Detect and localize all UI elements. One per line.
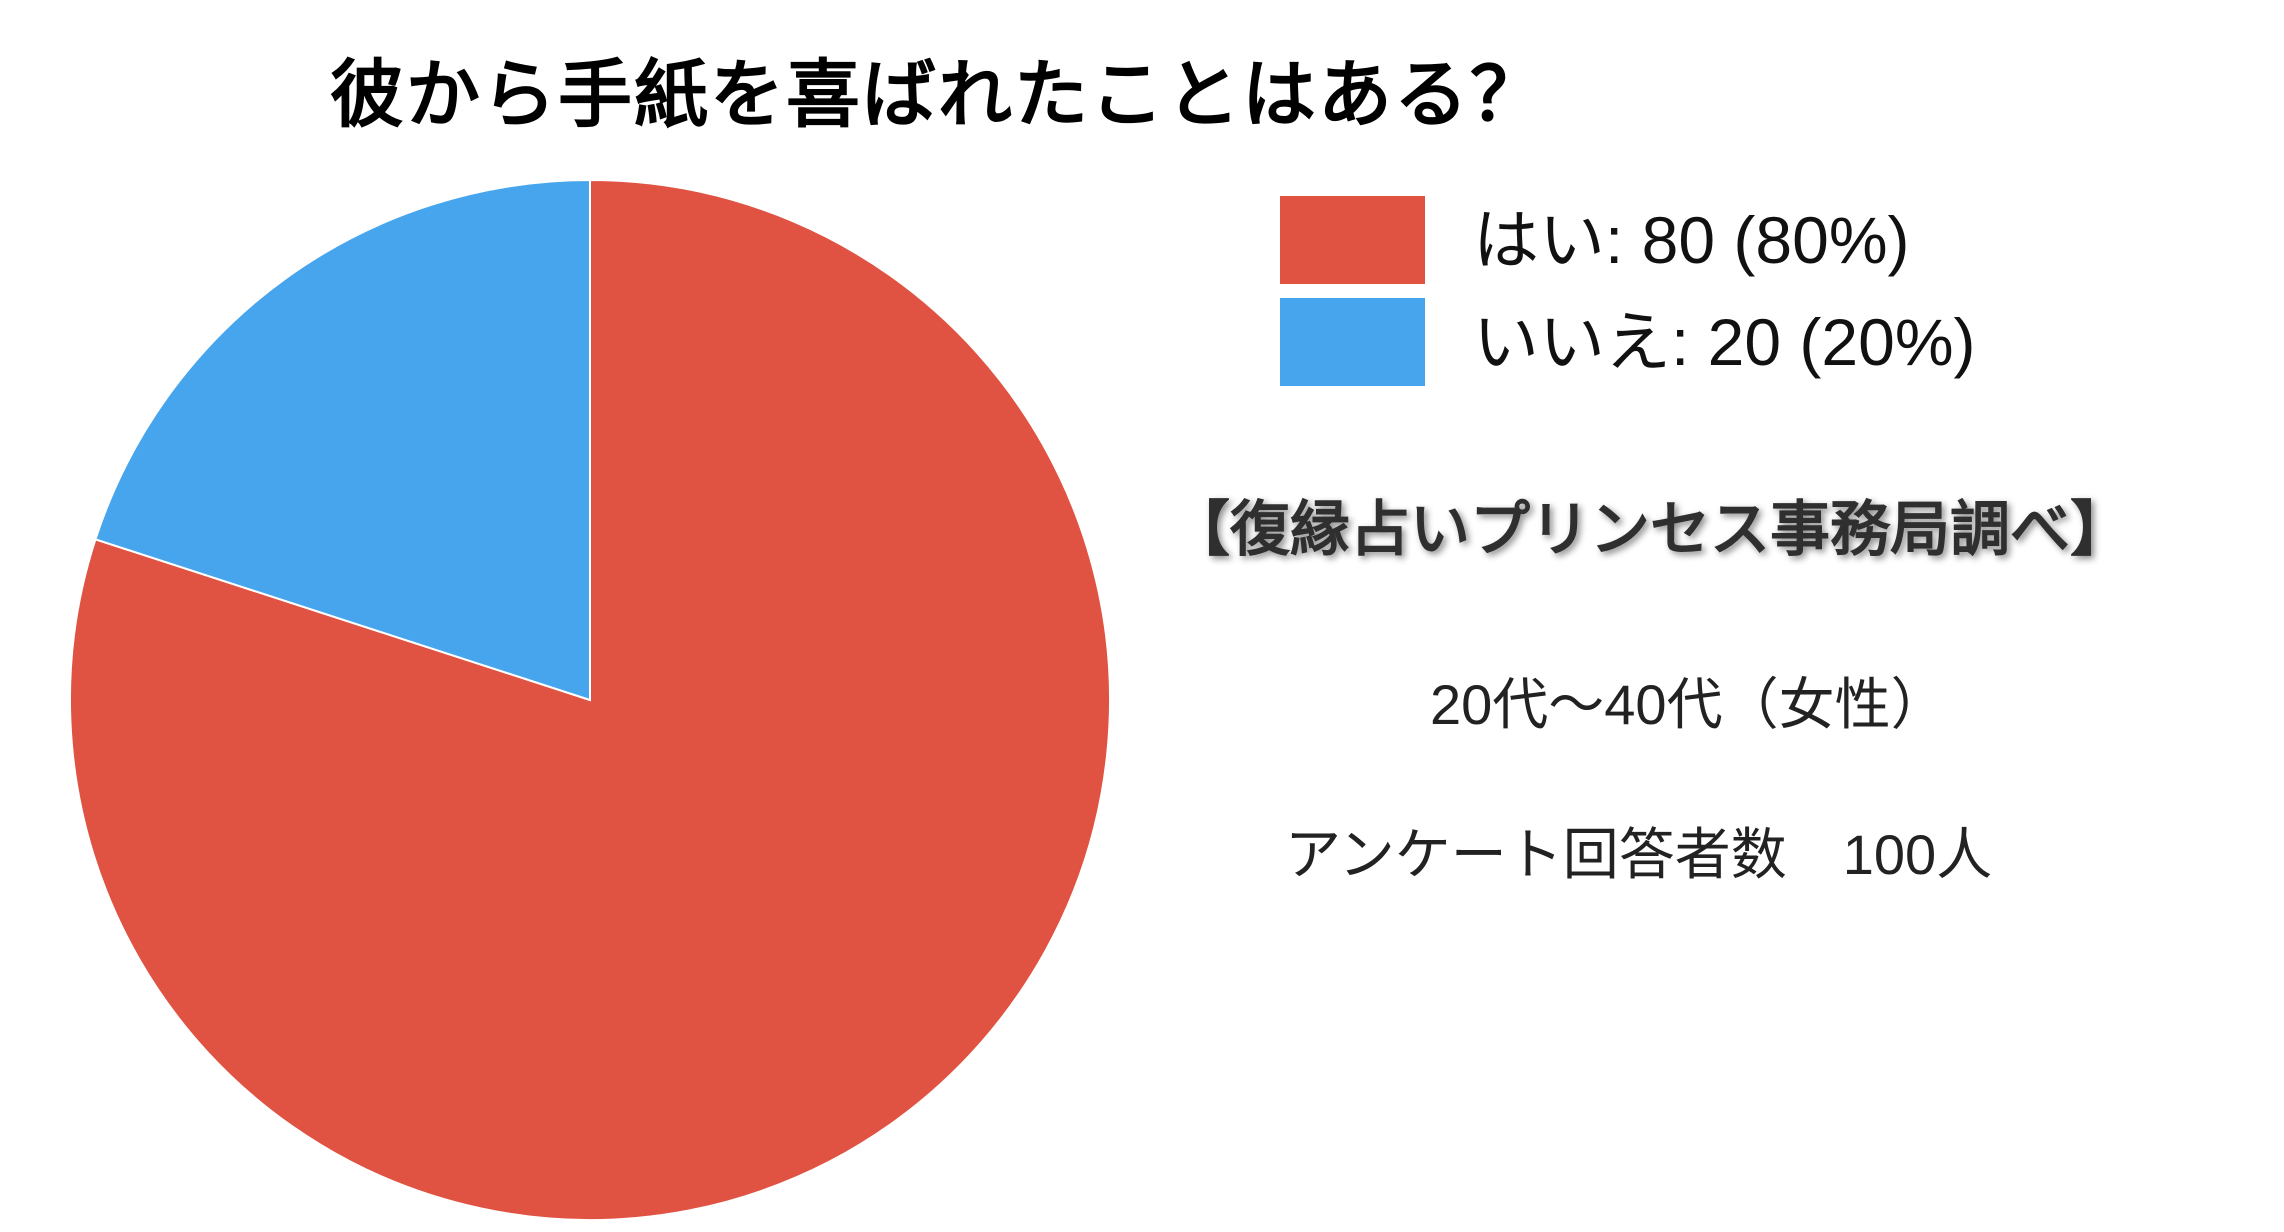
legend-swatch-no bbox=[1280, 298, 1425, 386]
respondents-note: アンケート回答者数 100人 bbox=[1285, 823, 1993, 886]
legend-item-yes: はい: 80 (80%) bbox=[1280, 190, 1975, 290]
source-note: 【復縁占いプリンセス事務局調べ】 bbox=[1170, 495, 2130, 565]
legend: はい: 80 (80%) いいえ: 20 (20%) bbox=[1280, 190, 1975, 394]
pie-slice-no bbox=[94, 180, 591, 702]
chart-title: 彼から手紙を喜ばれたことはある？ bbox=[330, 52, 1546, 138]
pie-svg bbox=[70, 180, 1110, 1220]
pie-chart bbox=[70, 180, 1110, 1220]
demographic-note: 20代〜40代（女性） bbox=[1430, 673, 1947, 736]
legend-label-no: いいえ: 20 (20%) bbox=[1473, 305, 1976, 379]
legend-item-no: いいえ: 20 (20%) bbox=[1280, 292, 1975, 392]
legend-swatch-yes bbox=[1280, 196, 1425, 284]
legend-label-yes: はい: 80 (80%) bbox=[1473, 203, 1910, 277]
